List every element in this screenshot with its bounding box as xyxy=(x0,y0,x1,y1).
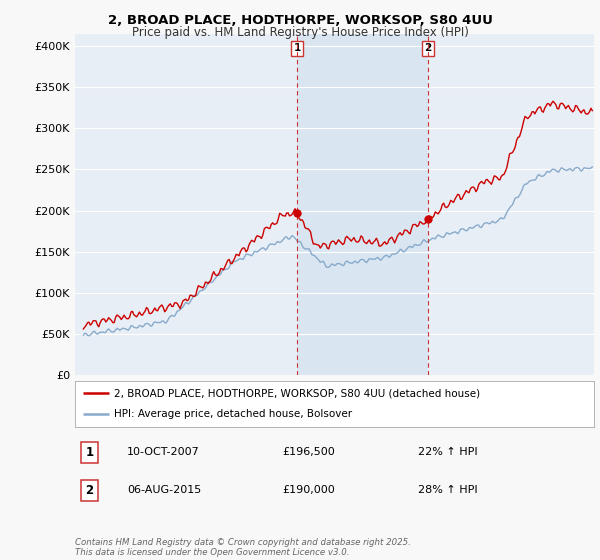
Text: HPI: Average price, detached house, Bolsover: HPI: Average price, detached house, Bols… xyxy=(114,409,352,419)
Text: 22% ↑ HPI: 22% ↑ HPI xyxy=(418,447,477,457)
Text: 2: 2 xyxy=(424,44,432,53)
Text: 28% ↑ HPI: 28% ↑ HPI xyxy=(418,486,477,496)
Text: £196,500: £196,500 xyxy=(283,447,335,457)
Bar xyxy=(297,34,428,375)
Text: Price paid vs. HM Land Registry's House Price Index (HPI): Price paid vs. HM Land Registry's House … xyxy=(131,26,469,39)
Text: 10-OCT-2007: 10-OCT-2007 xyxy=(127,447,200,457)
Text: 2, BROAD PLACE, HODTHORPE, WORKSOP, S80 4UU (detached house): 2, BROAD PLACE, HODTHORPE, WORKSOP, S80 … xyxy=(114,388,480,398)
Text: 2, BROAD PLACE, HODTHORPE, WORKSOP, S80 4UU: 2, BROAD PLACE, HODTHORPE, WORKSOP, S80 … xyxy=(107,14,493,27)
Text: Contains HM Land Registry data © Crown copyright and database right 2025.
This d: Contains HM Land Registry data © Crown c… xyxy=(75,538,411,557)
Text: 2: 2 xyxy=(85,484,94,497)
Text: 1: 1 xyxy=(293,44,301,53)
Text: 06-AUG-2015: 06-AUG-2015 xyxy=(127,486,201,496)
Text: 1: 1 xyxy=(85,446,94,459)
Text: £190,000: £190,000 xyxy=(283,486,335,496)
